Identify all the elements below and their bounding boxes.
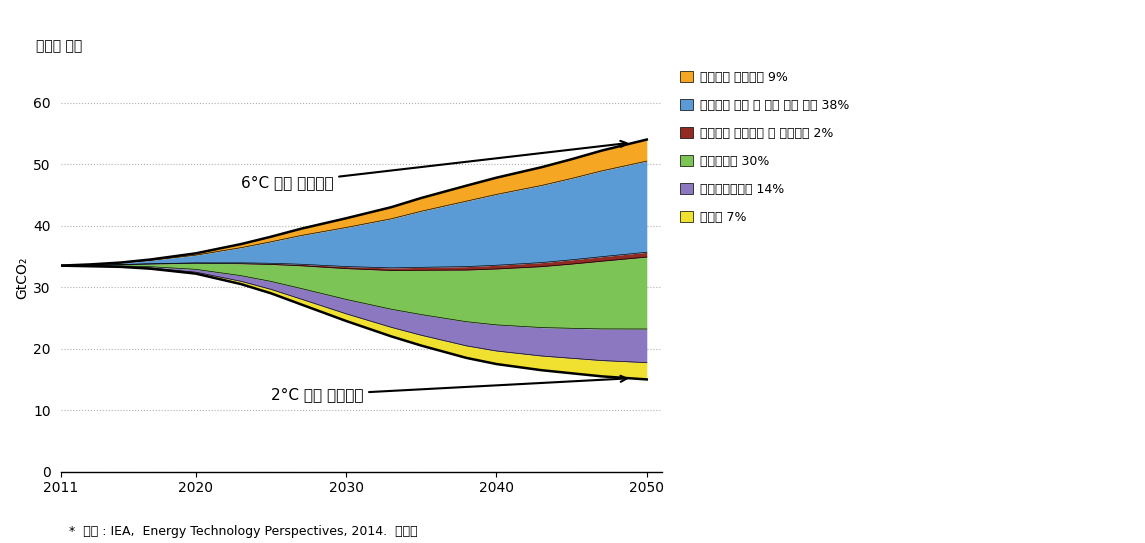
Legend: 최종이용 연료대체 9%, 최종이용 연료 및 전력 효율 개선 38%, 발전부문 효율개선 및 연료대체 2%, 재생에너지 30%, 탄소포집및저장 14: 최종이용 연료대체 9%, 최종이용 연료 및 전력 효율 개선 38%, 발전… xyxy=(680,71,850,224)
Text: 2°C 증가 시나리오: 2°C 증가 시나리오 xyxy=(271,376,626,402)
Y-axis label: GtCO₂: GtCO₂ xyxy=(15,257,29,299)
Text: *  자료 : IEA,  Energy Technology Perspectives, 2014.  재구성: * 자료 : IEA, Energy Technology Perspectiv… xyxy=(69,525,417,538)
Text: 에너지 기술: 에너지 기술 xyxy=(37,39,82,53)
Text: 6°C 증가 시나리오: 6°C 증가 시나리오 xyxy=(240,141,626,190)
